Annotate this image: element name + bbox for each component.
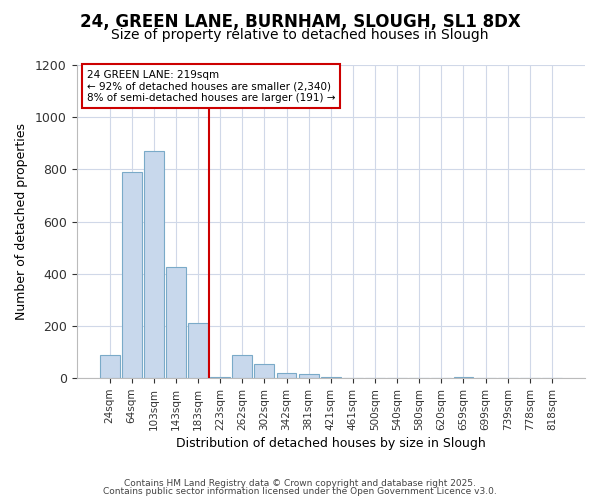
Text: Size of property relative to detached houses in Slough: Size of property relative to detached ho… bbox=[111, 28, 489, 42]
Text: Contains public sector information licensed under the Open Government Licence v3: Contains public sector information licen… bbox=[103, 487, 497, 496]
Text: 24, GREEN LANE, BURNHAM, SLOUGH, SL1 8DX: 24, GREEN LANE, BURNHAM, SLOUGH, SL1 8DX bbox=[80, 12, 520, 30]
Bar bbox=[254, 364, 274, 378]
Text: 24 GREEN LANE: 219sqm
← 92% of detached houses are smaller (2,340)
8% of semi-de: 24 GREEN LANE: 219sqm ← 92% of detached … bbox=[87, 70, 335, 103]
Bar bbox=[232, 354, 252, 378]
Bar bbox=[454, 377, 473, 378]
Text: Contains HM Land Registry data © Crown copyright and database right 2025.: Contains HM Land Registry data © Crown c… bbox=[124, 478, 476, 488]
Bar bbox=[277, 373, 296, 378]
Bar bbox=[188, 324, 208, 378]
X-axis label: Distribution of detached houses by size in Slough: Distribution of detached houses by size … bbox=[176, 437, 485, 450]
Y-axis label: Number of detached properties: Number of detached properties bbox=[15, 123, 28, 320]
Bar bbox=[144, 151, 164, 378]
Bar bbox=[299, 374, 319, 378]
Bar bbox=[210, 377, 230, 378]
Bar bbox=[122, 172, 142, 378]
Bar bbox=[166, 268, 186, 378]
Bar bbox=[321, 377, 341, 378]
Bar bbox=[100, 354, 119, 378]
